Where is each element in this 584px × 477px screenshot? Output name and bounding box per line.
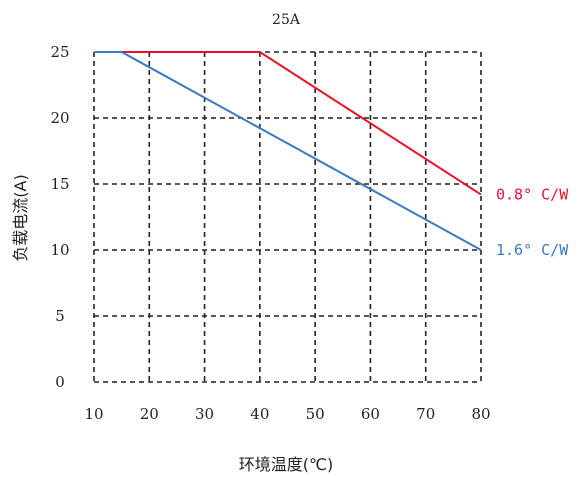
chart-title: 25A (272, 12, 301, 28)
y-tick-labels: 0 5 10 15 20 25 (50, 43, 69, 391)
y-tick-label: 0 (55, 373, 65, 391)
y-axis-label: 负载电流(A) (11, 174, 30, 261)
x-tick-label: 40 (250, 405, 269, 423)
series-label-2: 1.6° C/W (496, 241, 569, 259)
x-tick-label: 20 (140, 405, 159, 423)
x-tick-label: 60 (361, 405, 380, 423)
x-tick-label: 70 (416, 405, 435, 423)
series-line-1 (94, 51, 482, 196)
y-tick-label: 20 (50, 109, 69, 127)
series-labels: 0.8° C/W 1.6° C/W (496, 186, 569, 259)
series-label-1: 0.8° C/W (496, 186, 569, 204)
y-tick-label: 5 (55, 307, 65, 325)
x-tick-label: 10 (84, 405, 103, 423)
series-line-2 (94, 51, 482, 251)
series-group (94, 51, 482, 251)
x-tick-label: 50 (306, 405, 325, 423)
y-tick-label: 15 (50, 175, 69, 193)
x-tick-label: 30 (195, 405, 214, 423)
x-axis-label: 环境温度(℃) (239, 455, 333, 474)
x-tick-labels: 10 20 30 40 50 60 70 80 (84, 405, 490, 423)
y-tick-label: 25 (50, 43, 69, 61)
x-tick-label: 80 (471, 405, 490, 423)
y-tick-label: 10 (50, 241, 69, 259)
